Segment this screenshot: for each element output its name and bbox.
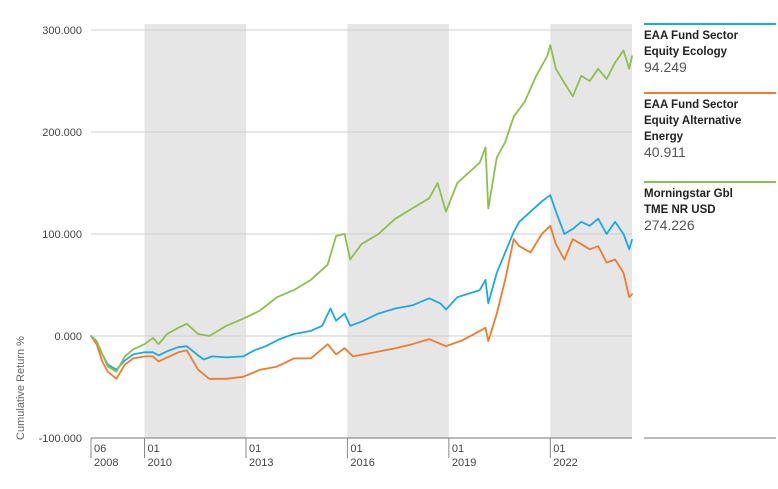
- legend-name-2-1: TME NR USD: [644, 204, 716, 216]
- shaded-period-1: [347, 24, 449, 438]
- x-tick-month-4: 01: [452, 443, 464, 455]
- series-line-1: [90, 224, 633, 380]
- gridlines: [91, 29, 632, 439]
- series-line-2: [90, 44, 633, 373]
- x-tick-year-3: 2016: [350, 457, 374, 469]
- x-tick-month-2: 01: [249, 443, 261, 455]
- legend-name-0-0: EAA Fund Sector: [644, 30, 739, 42]
- x-tick-year-0: 2008: [94, 457, 118, 469]
- shaded-periods: [144, 24, 632, 438]
- y-tick-label-1: 200.000: [42, 127, 82, 139]
- x-axis: 06 2008 01 2010 01 2013 01 2016 01 2019 01 2022: [90, 438, 578, 469]
- y-axis-title: Cumulative Return %: [15, 336, 27, 440]
- x-tick-year-1: 2010: [148, 457, 172, 469]
- x-tick-year-2: 2013: [249, 457, 273, 469]
- shaded-period-0: [144, 24, 246, 438]
- x-tick-year-4: 2019: [452, 457, 476, 469]
- legend-name-0-1: Equity Ecology: [644, 46, 728, 58]
- series-lines: [90, 44, 633, 380]
- x-tick-month-0: 06: [94, 443, 106, 455]
- legend-name-1-0: EAA Fund Sector: [644, 99, 739, 111]
- legend-value-1: 40.911: [644, 144, 686, 160]
- legend-value-0: 94.249: [644, 59, 687, 75]
- series-line-0: [90, 194, 633, 371]
- y-tick-label-3: 0.000: [54, 331, 82, 343]
- x-tick-month-1: 01: [148, 443, 160, 455]
- y-tick-label-4: -100.000: [39, 433, 82, 445]
- legend-name-1-1: Equity Alternative: [644, 115, 741, 127]
- legend-name-2-0: Morningstar Gbl: [644, 188, 733, 200]
- y-tick-label-0: 300.000: [42, 25, 82, 37]
- y-tick-label-2: 100.000: [42, 229, 82, 241]
- x-tick-year-5: 2022: [553, 457, 577, 469]
- legend-value-2: 274.226: [644, 217, 695, 233]
- x-tick-month-5: 01: [553, 443, 565, 455]
- y-axis: 300.000 200.000 100.000 0.000 -100.000: [39, 25, 82, 445]
- x-tick-month-3: 01: [350, 443, 362, 455]
- legend-name-1-2: Energy: [644, 131, 684, 143]
